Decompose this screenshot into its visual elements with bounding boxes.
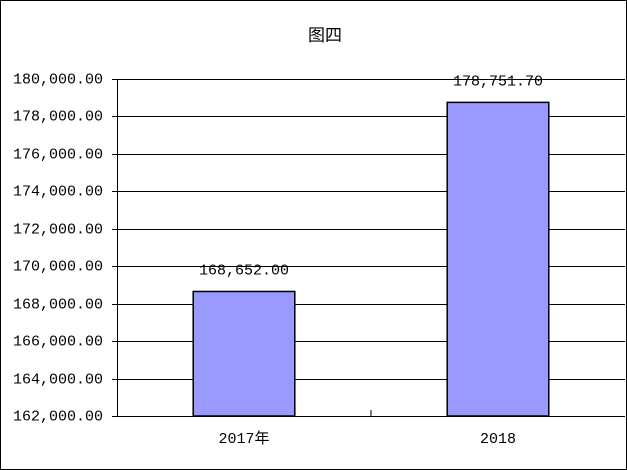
bar (192, 290, 296, 417)
data-label: 168,652.00 (199, 262, 289, 279)
y-tick-label: 166,000.00 (13, 333, 103, 350)
x-tick-label: 2018 (480, 431, 516, 448)
y-tick-label: 162,000.00 (13, 408, 103, 425)
bar (446, 101, 550, 417)
y-tick-label: 180,000.00 (13, 71, 103, 88)
y-tick-label: 174,000.00 (13, 183, 103, 200)
y-tick-label: 176,000.00 (13, 146, 103, 163)
y-tick-label: 168,000.00 (13, 296, 103, 313)
chart-title: 图四 (308, 26, 342, 46)
x-tick-label: 2017年 (218, 430, 269, 448)
y-tick-label: 178,000.00 (13, 108, 103, 125)
y-tick-label: 170,000.00 (13, 258, 103, 275)
y-tick-label: 164,000.00 (13, 371, 103, 388)
data-label: 178,751.70 (453, 73, 543, 90)
y-tick-label: 172,000.00 (13, 221, 103, 238)
